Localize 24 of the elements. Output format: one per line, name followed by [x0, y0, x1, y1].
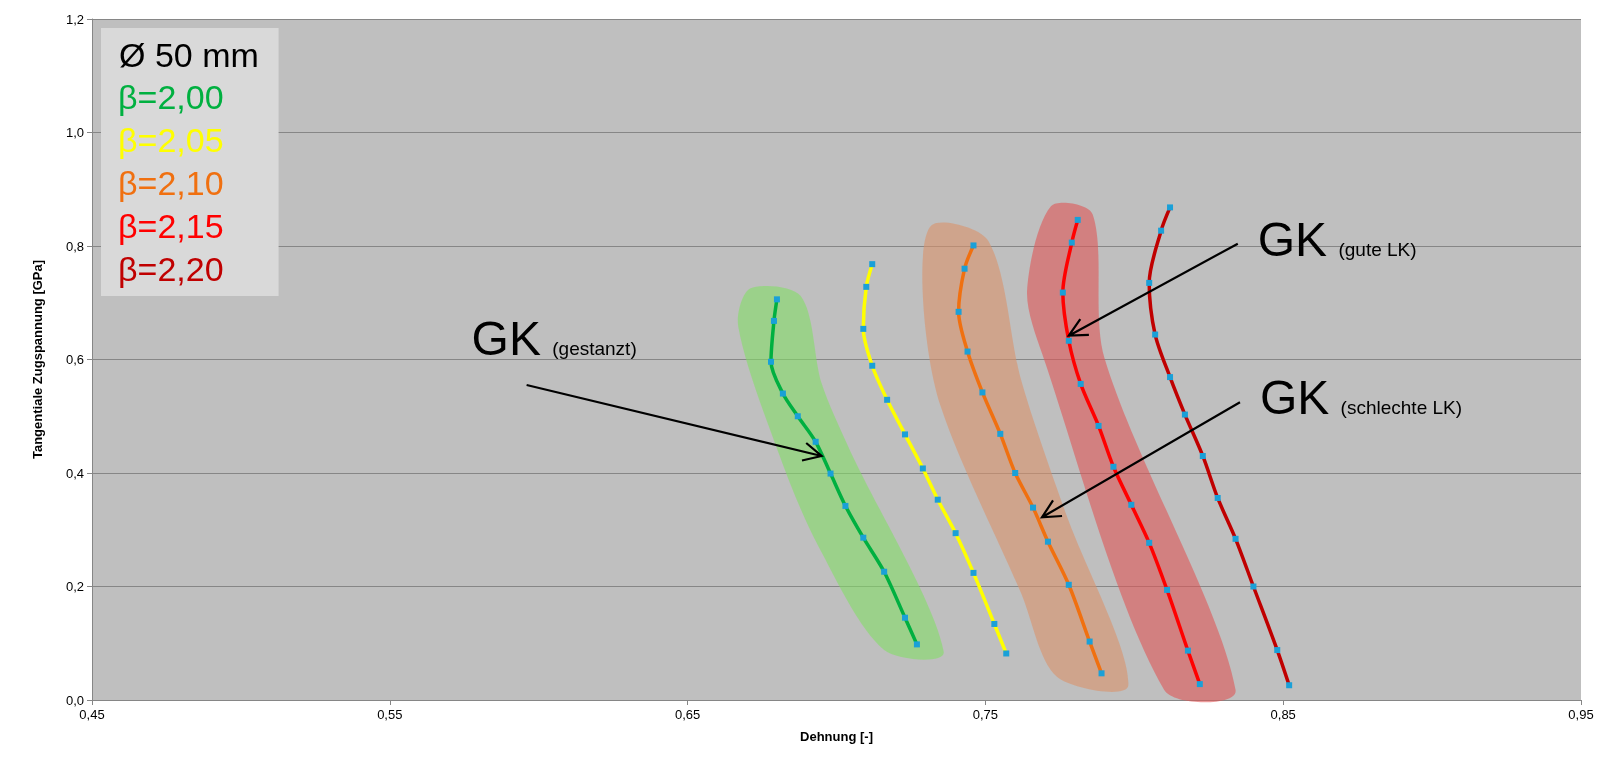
text: β=2,05	[118, 121, 224, 159]
x-tick-label: 0,65	[674, 707, 701, 722]
y-tick-label: 0,0	[65, 692, 84, 708]
x-tick-label: 0,55	[377, 707, 403, 722]
text: β=2,00	[118, 78, 224, 116]
text: β=2,20	[118, 250, 224, 288]
legend-title: Ø 50 mm	[119, 36, 259, 74]
x-tick-label: 0,85	[1270, 707, 1296, 722]
y-axis-title: Tangentiale Zugspannung [GPa]	[30, 259, 45, 460]
text: β=2,15	[118, 207, 224, 245]
annotation: GK (gestanzt)	[471, 311, 637, 365]
y-tick-label: 1,2	[65, 11, 84, 27]
y-tick-label: 0,4	[65, 465, 84, 481]
x-tick-label: 0,95	[1568, 707, 1594, 722]
y-tick-label: 0,8	[65, 238, 84, 254]
x-axis-title: Dehnung [-]	[800, 729, 873, 744]
annotation: GK (schlechte LK)	[1259, 371, 1463, 425]
y-tick-label: 0,6	[65, 352, 84, 367]
y-tick-label: 0,2	[65, 579, 84, 594]
annotation: GK (gute LK)	[1257, 212, 1417, 266]
text: β=2,10	[118, 164, 224, 202]
y-tick-label: 1,0	[65, 125, 84, 140]
x-tick-label: 0,75	[972, 707, 999, 722]
x-tick-label: 0,45	[79, 707, 105, 722]
